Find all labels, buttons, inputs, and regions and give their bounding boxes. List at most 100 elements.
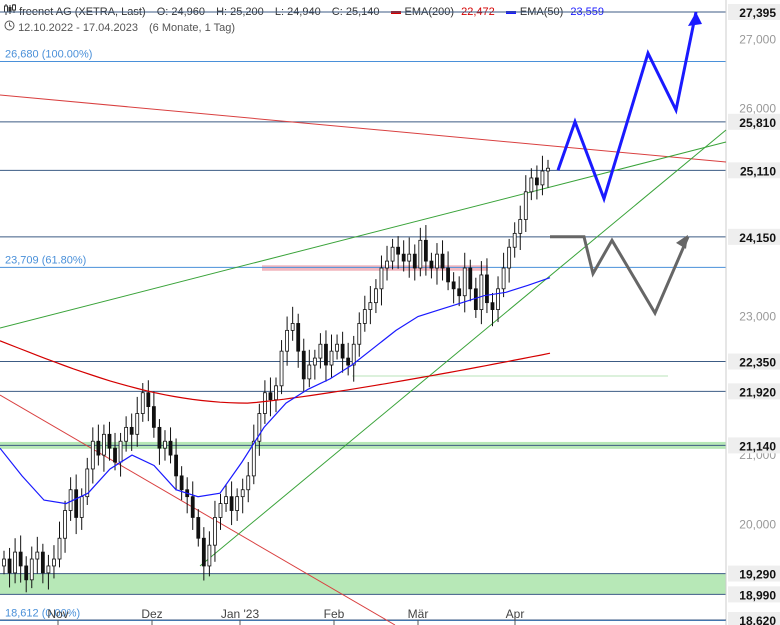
- x-label-0: Nov: [47, 607, 68, 621]
- candlestick-icon: [4, 4, 16, 18]
- red-resistance-trendline: [0, 94, 727, 163]
- candle-body-43: [240, 489, 245, 498]
- candle-body-72: [401, 253, 406, 262]
- fib-label-1: 23,709 (61.80%): [5, 254, 86, 266]
- red-downtrend-line: [0, 394, 396, 625]
- candle-body-49: [274, 385, 278, 401]
- candle-body-67: [374, 288, 378, 304]
- candle-body-48: [268, 392, 273, 401]
- candle-body-77: [429, 260, 434, 269]
- fib-label-0: 26,680 (100.00%): [5, 49, 92, 61]
- level-tag-9: 18,620: [739, 614, 776, 625]
- candle-body-22: [124, 426, 129, 442]
- candle-body-86: [479, 274, 484, 310]
- candle-body-2: [13, 551, 18, 574]
- candle-body-38: [213, 517, 217, 546]
- candle-body-3: [18, 551, 23, 567]
- x-label-1: Dez: [141, 607, 162, 621]
- candle-body-73: [407, 253, 412, 262]
- x-label-4: Mär: [408, 607, 429, 621]
- candle-body-14: [79, 496, 84, 518]
- candle-body-98: [546, 167, 550, 172]
- candle-body-61: [340, 343, 345, 359]
- x-label-5: Apr: [506, 607, 525, 621]
- candle-body-44: [246, 475, 251, 491]
- candle-body-6: [35, 551, 40, 560]
- candle-body-65: [362, 309, 367, 324]
- candle-body-13: [74, 489, 79, 518]
- level-tag-5: 21,920: [739, 385, 776, 399]
- candle-body-36: [201, 537, 206, 567]
- candle-body-57: [318, 343, 323, 359]
- candle-body-31: [174, 454, 178, 477]
- candle-body-0: [2, 558, 6, 567]
- level-tag-bg-1: [728, 113, 780, 130]
- candle-body-94: [523, 191, 528, 220]
- candle-body-68: [379, 267, 384, 290]
- candle-body-8: [46, 565, 51, 574]
- candle-body-71: [396, 246, 401, 255]
- candle-body-83: [462, 267, 467, 297]
- level-tag-6: 21,140: [739, 439, 776, 453]
- blue-forecast-arrowhead: [688, 12, 702, 26]
- candle-body-95: [529, 177, 534, 193]
- level-tag-2: 25,110: [740, 164, 776, 178]
- green-support-trendline: [199, 129, 727, 567]
- candle-body-54: [301, 350, 306, 380]
- level-tag-bg-3: [728, 228, 780, 245]
- gray-forecast-path: [550, 235, 690, 317]
- candle-body-76: [423, 239, 428, 262]
- candle-body-78: [435, 253, 439, 269]
- candle-body-70: [390, 246, 395, 262]
- level-tag-bg-9: [728, 612, 780, 625]
- level-tag-bg-2: [728, 162, 780, 179]
- candle-body-40: [224, 496, 228, 504]
- candle-body-51: [285, 329, 290, 352]
- candle-body-41: [229, 496, 234, 511]
- level-tag-3: 24,150: [739, 231, 776, 245]
- clock-icon: [4, 20, 15, 34]
- candle-body-81: [451, 281, 456, 290]
- candle-body-52: [290, 323, 295, 331]
- candle-body-18: [102, 433, 106, 456]
- candle-body-87: [485, 274, 489, 304]
- candle-body-37: [207, 544, 212, 567]
- candle-body-12: [68, 489, 73, 511]
- candle-body-28: [157, 426, 162, 449]
- candle-body-15: [85, 468, 90, 498]
- ema50-line: [0, 277, 551, 505]
- candle-body-46: [257, 413, 262, 442]
- candle-body-19: [107, 433, 112, 449]
- blue-forecast-path: [556, 11, 698, 204]
- ema200-line: [0, 340, 551, 404]
- candle-body-10: [57, 537, 62, 560]
- candle-body-88: [490, 302, 495, 310]
- zone-2: [262, 265, 488, 271]
- candle-body-21: [118, 440, 123, 463]
- level-tag-bg-7: [728, 565, 780, 582]
- level-tag-8: 18,990: [739, 588, 776, 602]
- candle-body-58: [324, 343, 328, 366]
- gray-forecast-arrowhead: [676, 234, 688, 249]
- candle-body-63: [351, 343, 356, 366]
- candle-body-23: [129, 426, 134, 435]
- fib-label-2: 18,612 (0.00%): [5, 608, 80, 620]
- candle-body-4: [24, 565, 29, 581]
- level-tag-bg-0: [728, 4, 780, 20]
- y-tick-4: 27,000: [739, 32, 776, 46]
- candle-body-60: [335, 343, 339, 352]
- x-label-2: Jan '23: [221, 607, 260, 621]
- y-tick-2: 23,000: [739, 310, 776, 324]
- candle-body-27: [151, 406, 156, 428]
- candle-body-93: [518, 219, 523, 234]
- level-tag-7: 19,290: [739, 568, 776, 582]
- candle-body-45: [251, 440, 256, 477]
- y-tick-3: 26,000: [739, 102, 776, 116]
- candle-body-11: [63, 510, 67, 539]
- candle-body-79: [440, 253, 445, 269]
- candle-body-32: [179, 475, 184, 491]
- candle-body-69: [385, 260, 389, 269]
- level-tag-bg-6: [728, 437, 780, 454]
- candle-body-80: [446, 267, 450, 283]
